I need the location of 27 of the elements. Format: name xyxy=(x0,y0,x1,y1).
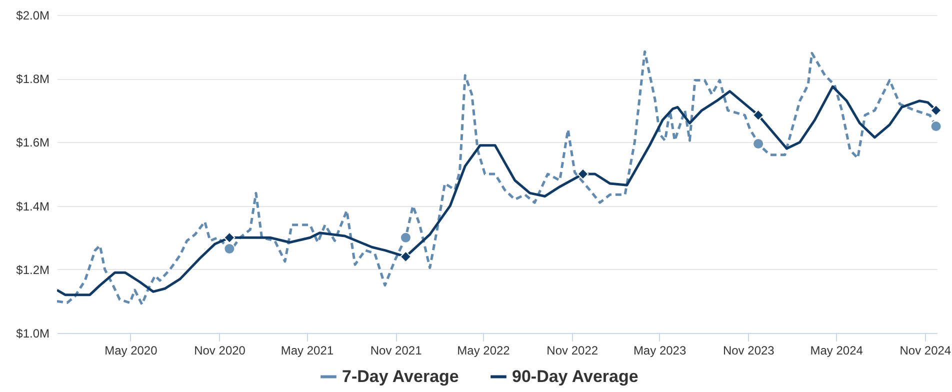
x-tick-label: May 2021 xyxy=(280,344,334,358)
y-tick-label: $1.6M xyxy=(16,136,50,150)
point xyxy=(224,232,236,244)
y-tick-label: $1.2M xyxy=(16,262,50,277)
x-tick-label: Nov 2022 xyxy=(546,344,598,358)
x-tick-label: May 2023 xyxy=(633,344,686,358)
x-tick-label: May 2022 xyxy=(457,344,510,358)
legend-label: 7-Day Average xyxy=(342,366,459,386)
x-tick-label: Nov 2020 xyxy=(194,344,246,358)
x-tick-label: Nov 2023 xyxy=(722,344,775,358)
point xyxy=(577,168,589,180)
y-tick-label: $1.8M xyxy=(16,72,50,86)
point xyxy=(400,232,412,244)
point xyxy=(752,138,764,150)
point xyxy=(400,250,412,262)
legend-label: 90-Day Average xyxy=(512,366,638,386)
point xyxy=(930,120,942,132)
y-tick-label: $1.0M xyxy=(16,326,50,340)
x-tick-label: May 2020 xyxy=(104,344,158,358)
x-tick-label: Nov 2021 xyxy=(370,344,422,358)
point xyxy=(752,109,764,121)
x-tick-label: May 2024 xyxy=(810,344,864,358)
x-tick-label: Nov 2024 xyxy=(900,344,952,358)
point xyxy=(224,242,236,254)
y-tick-label: $2.0M xyxy=(16,8,50,22)
y-tick-label: $1.4M xyxy=(16,199,50,214)
point xyxy=(930,104,942,116)
